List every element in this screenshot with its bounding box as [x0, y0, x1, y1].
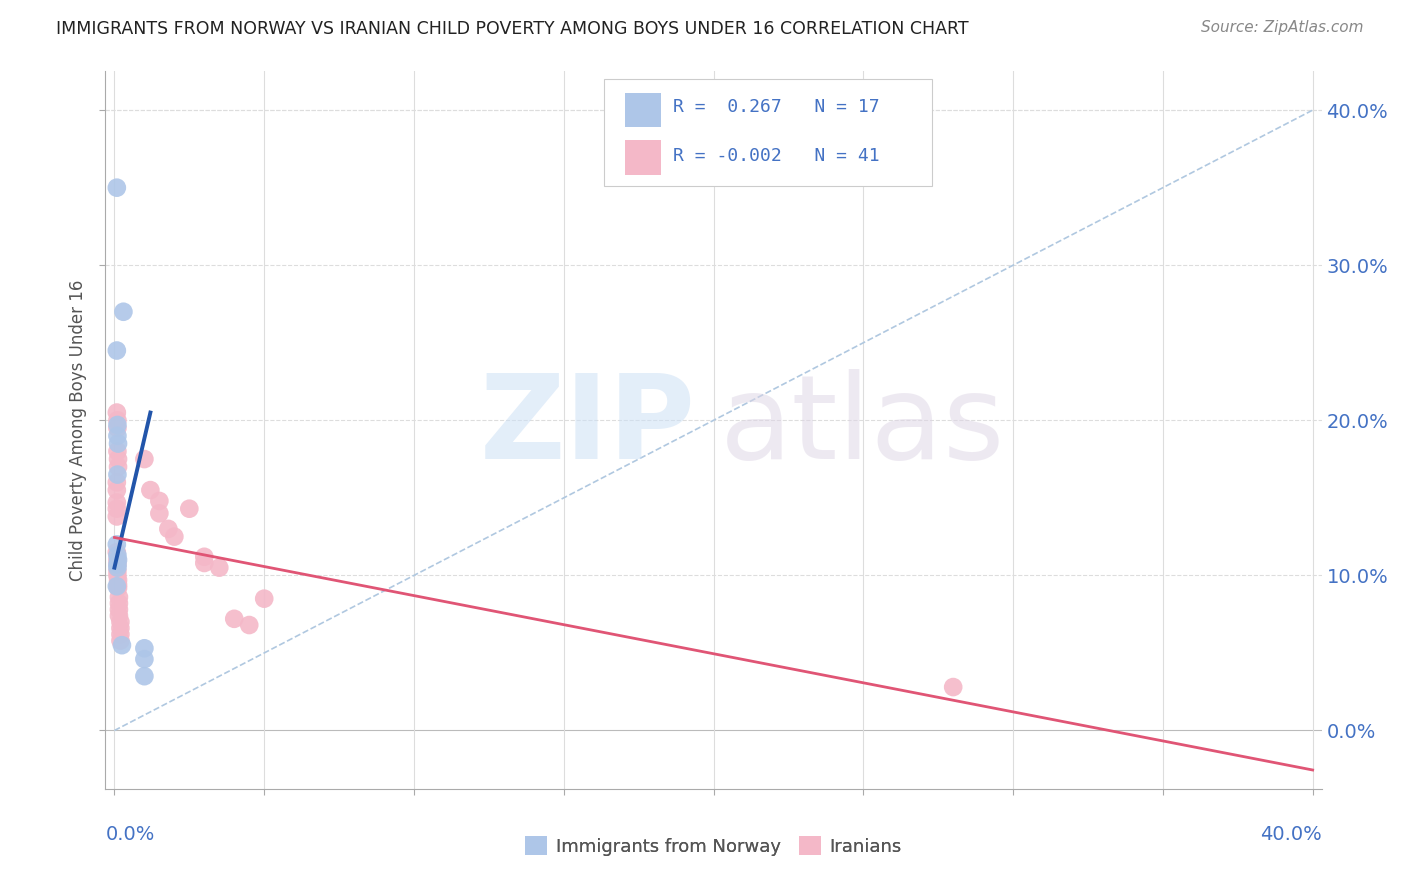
Point [105, 501, 128, 516]
Text: atlas: atlas [720, 369, 1005, 484]
Y-axis label: Child Poverty Among Boys Under 16: Child Poverty Among Boys Under 16 [69, 280, 87, 581]
Point [134, 652, 156, 666]
Point [107, 413, 129, 427]
Point [224, 612, 246, 626]
Point [110, 627, 132, 641]
Point [107, 581, 129, 595]
FancyBboxPatch shape [624, 140, 661, 175]
Point [110, 615, 132, 629]
Point [208, 560, 231, 574]
Point [238, 618, 260, 632]
Point [108, 596, 131, 610]
Point [107, 568, 129, 582]
Point [107, 553, 129, 567]
Point [253, 591, 276, 606]
Point [105, 509, 128, 524]
Point [105, 180, 128, 194]
Point [105, 495, 128, 509]
Point [107, 421, 129, 435]
Point [107, 577, 129, 591]
Point [134, 669, 156, 683]
FancyBboxPatch shape [605, 78, 932, 186]
Point [107, 564, 129, 578]
Point [105, 537, 128, 551]
Point [107, 459, 129, 474]
Point [110, 633, 132, 648]
Point [107, 429, 129, 443]
Point [112, 304, 135, 318]
Text: R = -0.002   N = 41: R = -0.002 N = 41 [673, 146, 880, 164]
Point [107, 558, 129, 572]
Point [107, 553, 129, 567]
Text: 0.0%: 0.0% [105, 825, 155, 844]
FancyBboxPatch shape [624, 93, 661, 128]
Text: IMMIGRANTS FROM NORWAY VS IRANIAN CHILD POVERTY AMONG BOYS UNDER 16 CORRELATION : IMMIGRANTS FROM NORWAY VS IRANIAN CHILD … [56, 20, 969, 37]
Point [134, 641, 156, 656]
Point [105, 406, 128, 420]
Point [942, 680, 965, 694]
Point [108, 590, 131, 604]
Text: R =  0.267   N = 17: R = 0.267 N = 17 [673, 98, 880, 116]
Point [193, 549, 215, 564]
Point [111, 638, 134, 652]
Point [193, 556, 215, 570]
Point [179, 501, 201, 516]
Point [134, 452, 156, 467]
Point [139, 483, 162, 497]
Point [107, 444, 129, 458]
Text: ZIP: ZIP [479, 369, 696, 484]
Point [105, 545, 128, 559]
Point [108, 608, 131, 623]
Point [163, 530, 186, 544]
Point [107, 560, 129, 574]
Point [105, 483, 128, 497]
Point [148, 494, 170, 508]
Point [105, 579, 128, 593]
Legend: Immigrants from Norway, Iranians: Immigrants from Norway, Iranians [517, 830, 910, 863]
Point [105, 343, 128, 358]
Point [107, 417, 129, 432]
Point [108, 602, 131, 616]
Point [107, 573, 129, 587]
Point [107, 467, 129, 482]
Point [148, 507, 170, 521]
Point [107, 452, 129, 467]
Point [105, 475, 128, 490]
Text: Source: ZipAtlas.com: Source: ZipAtlas.com [1201, 20, 1364, 35]
Point [110, 621, 132, 635]
Point [107, 558, 129, 572]
Point [107, 548, 129, 562]
Point [107, 436, 129, 450]
Text: 40.0%: 40.0% [1260, 825, 1322, 844]
Point [157, 522, 180, 536]
